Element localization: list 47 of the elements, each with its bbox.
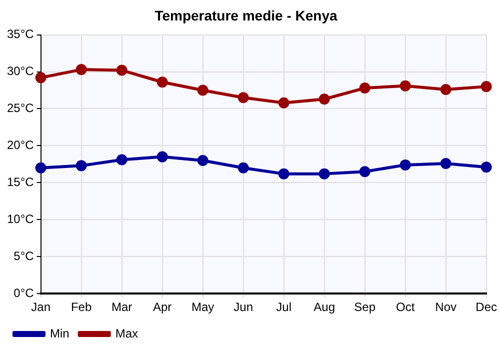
point	[278, 97, 290, 108]
point	[238, 92, 249, 104]
y-tick-label: 0°C	[14, 286, 34, 300]
point	[156, 76, 168, 88]
point	[400, 80, 411, 92]
point	[359, 166, 370, 178]
point	[400, 159, 411, 170]
x-tick-label: Sep	[354, 300, 376, 314]
x-tick-label: Jan	[31, 300, 50, 314]
x-tick-label: Feb	[70, 300, 92, 314]
y-tick-label: 20°C	[7, 138, 34, 152]
point	[116, 64, 128, 76]
x-tick-label: May	[191, 300, 214, 314]
y-tick-label: 10°C	[7, 212, 34, 226]
y-tick-label: 15°C	[7, 175, 34, 189]
point	[440, 84, 452, 96]
x-tick-label: Dec	[476, 300, 497, 314]
point	[278, 168, 290, 180]
x-tick-label: Mar	[111, 300, 132, 314]
point	[480, 81, 492, 92]
chart-title: Temperature medie - Kenya	[154, 7, 338, 24]
point	[76, 160, 87, 172]
x-tick-label: Jul	[276, 300, 292, 314]
point	[116, 154, 128, 166]
point	[197, 84, 208, 96]
x-tick-label: Apr	[152, 300, 172, 314]
legend-label: Max	[115, 326, 138, 340]
y-tick-label: 30°C	[7, 64, 34, 78]
point	[76, 64, 87, 76]
point	[35, 72, 46, 84]
legend-label: Min	[50, 326, 70, 340]
point	[440, 158, 452, 169]
point	[35, 162, 46, 174]
x-tick-label: Nov	[435, 300, 456, 314]
point	[318, 94, 330, 105]
x-tick-label: Aug	[314, 300, 336, 314]
point	[197, 155, 208, 166]
x-tick-label: Jun	[234, 300, 253, 314]
point	[318, 168, 330, 180]
y-tick-label: 35°C	[7, 27, 34, 42]
point	[480, 162, 492, 173]
point	[238, 162, 249, 174]
y-tick-label: 25°C	[7, 101, 34, 116]
point	[359, 82, 370, 94]
point	[156, 151, 168, 162]
x-tick-label: Oct	[396, 300, 416, 314]
y-tick-label: 5°C	[14, 248, 34, 263]
